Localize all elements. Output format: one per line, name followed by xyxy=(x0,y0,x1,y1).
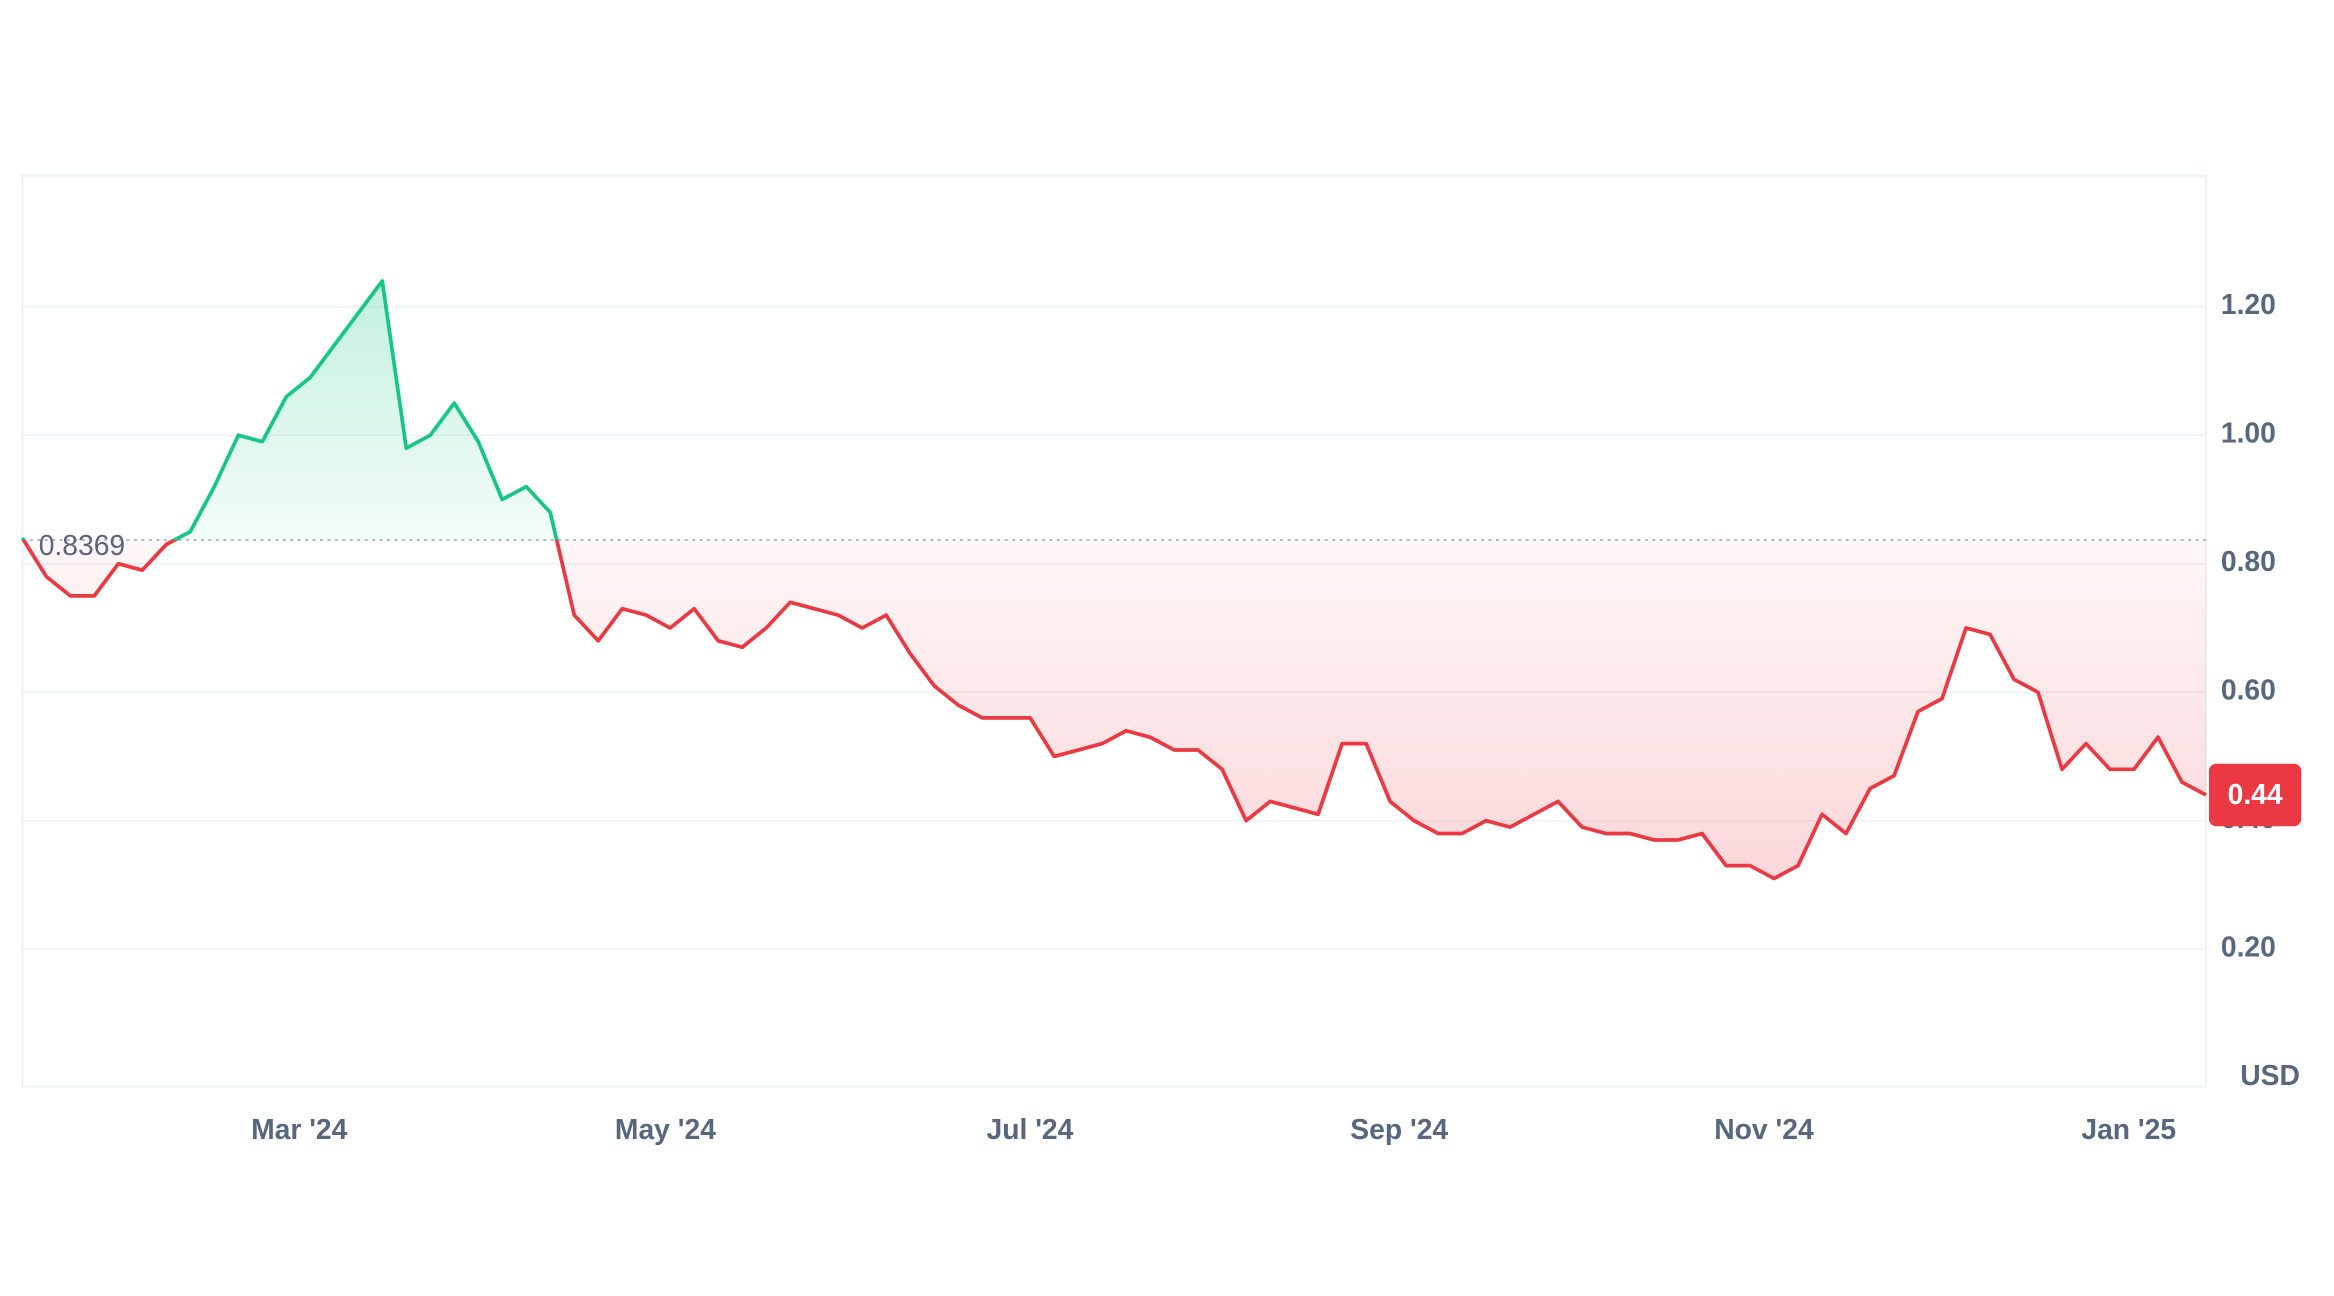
baseline-label: 0.8369 xyxy=(39,529,125,561)
x-tick-label: Jul '24 xyxy=(987,1113,1074,1145)
x-tick-label: Mar '24 xyxy=(251,1113,348,1145)
y-tick-label: 0.60 xyxy=(2221,674,2276,706)
x-tick-label: May '24 xyxy=(615,1113,716,1145)
y-tick-label: 1.00 xyxy=(2221,417,2276,449)
y-tick-label: 0.20 xyxy=(2221,931,2276,963)
x-tick-label: Jan '25 xyxy=(2081,1113,2176,1145)
area-fill xyxy=(22,281,2206,879)
price-line xyxy=(20,279,2207,881)
last-value-badge xyxy=(2208,763,2302,827)
x-tick-label: Sep '24 xyxy=(1350,1113,1448,1145)
last-value-label: 0.44 xyxy=(2228,778,2283,810)
y-tick-label: 1.20 xyxy=(2221,288,2276,320)
y-tick-label: 0.80 xyxy=(2221,545,2276,577)
unit-label: USD xyxy=(2240,1059,2300,1091)
x-tick-label: Nov '24 xyxy=(1714,1113,1814,1145)
